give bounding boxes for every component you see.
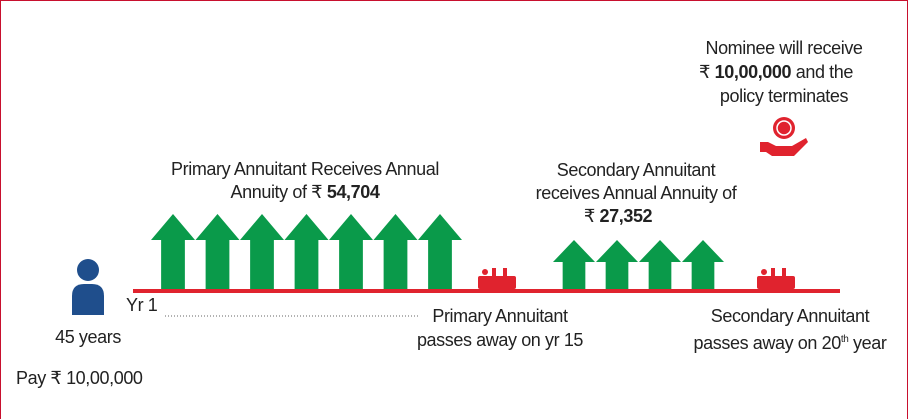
text: Annuity of ₹ <box>230 182 323 202</box>
arrow <box>195 214 240 289</box>
arrow <box>553 240 595 289</box>
nominee-line3: policy terminates <box>719 86 849 106</box>
arrow <box>329 214 373 289</box>
currency: ₹ <box>698 62 711 82</box>
text: passes away on 20 <box>693 333 842 353</box>
person-icon <box>72 259 104 315</box>
currency: ₹ <box>583 206 595 226</box>
nominee-line1: Nominee will receive <box>705 38 863 58</box>
text: year <box>853 333 887 353</box>
start-year: Yr 1 <box>126 295 158 315</box>
primary-receives-line1: Primary Annuitant Receives Annual <box>171 159 439 179</box>
coffin-icon <box>478 268 516 289</box>
arrow <box>373 214 418 289</box>
amount: 10,00,000 <box>714 62 792 82</box>
suffix: th <box>840 334 849 345</box>
primary-death-line1: Primary Annuitant <box>432 306 568 326</box>
text: and the <box>795 62 854 82</box>
secondary-receives-line1: Secondary Annuitant <box>556 160 716 180</box>
arrow <box>284 214 329 289</box>
secondary-death-line2: passes away on 20th year <box>694 329 887 354</box>
coffin-icon <box>757 268 795 289</box>
arrow <box>596 240 638 289</box>
secondary-receives-line3: ₹ 27,352 <box>583 205 653 227</box>
secondary-receives-line2: receives Annual Annuity of <box>535 183 737 203</box>
primary-death-line2: passes away on yr 15 <box>416 330 584 350</box>
secondary-death-line1: Secondary Annuitant <box>710 306 870 326</box>
pay: Pay ₹ 10,00,000 <box>16 368 143 388</box>
arrow <box>240 214 284 289</box>
arrow <box>151 214 195 289</box>
arrow <box>418 214 462 289</box>
primary-receives-line2: Annuity of ₹ 54,704 <box>231 181 380 203</box>
amount: 27,352 <box>599 206 653 226</box>
arrow <box>639 240 681 289</box>
age: 45 years <box>55 327 121 347</box>
money-hand-icon <box>760 117 808 156</box>
nominee-line2: ₹ 10,00,000 and the <box>699 61 853 83</box>
arrow <box>682 240 724 289</box>
amount: 54,704 <box>326 182 380 202</box>
